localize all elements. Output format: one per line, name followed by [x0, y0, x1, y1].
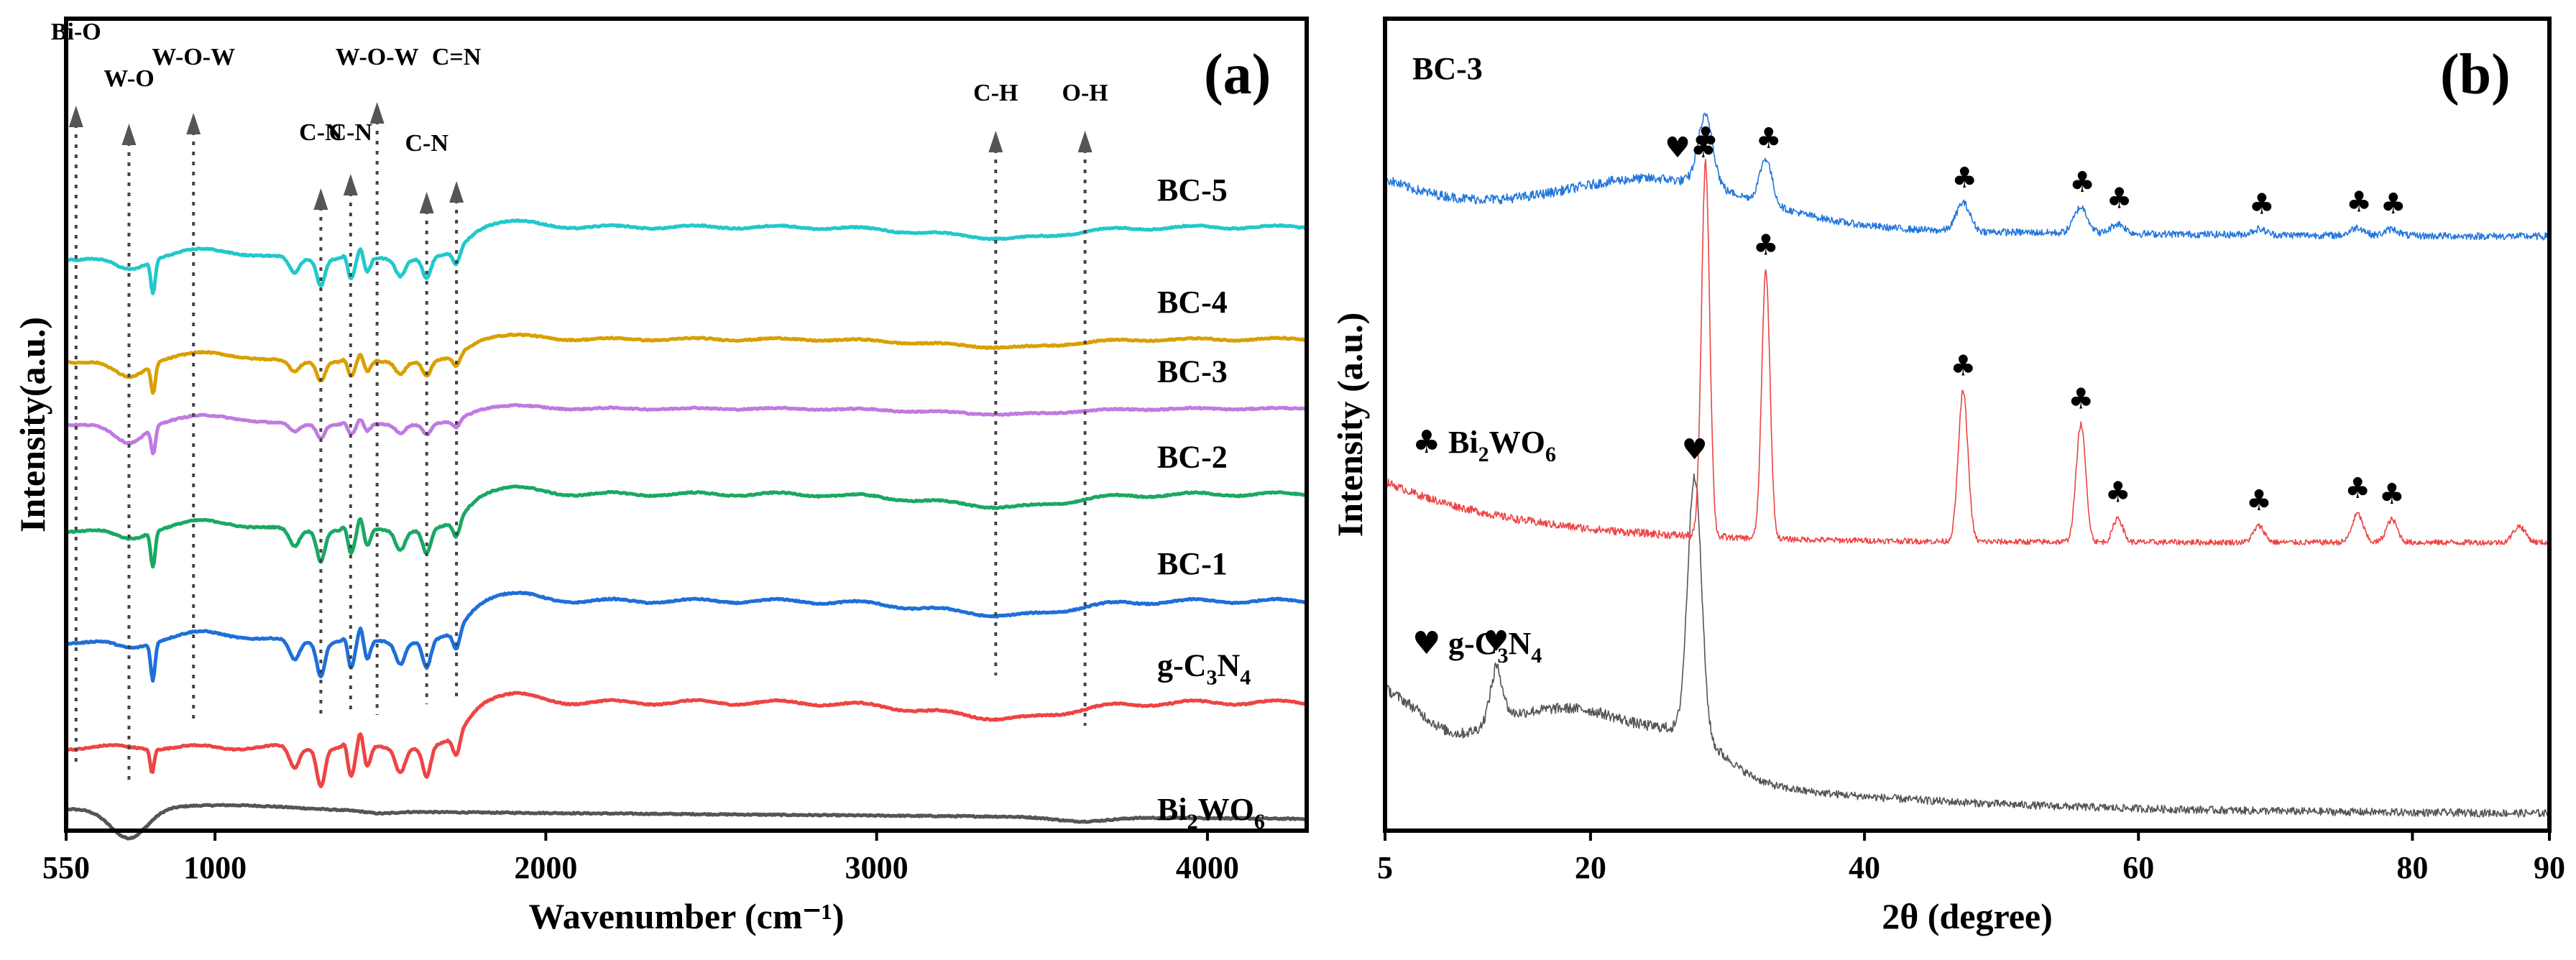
band-label: C-N	[329, 119, 373, 146]
ftir-label-BC-4: BC-4	[1157, 285, 1228, 320]
club-icon: ♣	[1412, 424, 1440, 461]
club-icon: ♥♣	[1665, 131, 1716, 165]
ftir-x-axis-label: Wavenumber (cm⁻¹)	[528, 896, 844, 936]
club-icon: ♣	[1951, 162, 1977, 195]
band-arrow-icon	[186, 113, 201, 134]
heart-icon: ♥	[1483, 625, 1509, 658]
ftir-x-tick-label: 2000	[514, 850, 577, 885]
xrd-x-axis-label: 2θ (degree)	[1882, 896, 2053, 936]
ftir-series-BC-4	[64, 332, 1309, 395]
band-label: W-O-W	[336, 44, 419, 70]
ftir-x-tick-label: 1000	[183, 850, 247, 885]
club-icon: ♣	[2246, 484, 2272, 517]
xrd-x-tick-label: 20	[1575, 850, 1606, 885]
band-arrow-icon	[313, 188, 328, 210]
ftir-label-BC-5: BC-5	[1157, 172, 1228, 208]
club-icon: ♣	[1693, 121, 1719, 154]
band-arrow-icon	[1077, 131, 1092, 152]
club-icon: ♣	[1950, 350, 1976, 383]
xrd-series-g-C3N4	[1384, 473, 2550, 818]
xrd-plot-frame	[1383, 17, 2552, 833]
xrd-x-tick-label: 80	[2396, 850, 2428, 885]
ftir-series-BC-5	[64, 218, 1309, 295]
xrd-x-tick-label: 60	[2122, 850, 2154, 885]
ftir-series-labels: Bi2WO6 g-C3N4 BC-1 BC-2 BC-3 BC-4 BC-5	[1157, 172, 1265, 834]
ftir-label-Bi2WO6: Bi2WO6	[1157, 792, 1265, 834]
xrd-x-tick-label: 5	[1377, 850, 1393, 885]
band-label: C-N	[405, 130, 448, 157]
xrd-series-BC-3	[1384, 112, 2550, 241]
band-label: O-H	[1062, 80, 1108, 106]
band-arrow-icon	[68, 106, 83, 127]
ftir-series-group	[64, 218, 1309, 841]
panel-a-label: (a)	[1204, 43, 1271, 106]
club-icon: ♣	[2346, 186, 2372, 219]
club-icon: ♣	[2105, 476, 2131, 509]
ftir-series-BC-1	[64, 591, 1309, 683]
ftir-label-BC-2: BC-2	[1157, 439, 1228, 474]
xrd-legend-gc3n4: ♥ g-C3N4	[1412, 625, 1542, 668]
ftir-x-ticks: 550 1000 2000 3000 4000	[42, 831, 1239, 885]
band-label: W-O-W	[152, 44, 235, 70]
band-arrow-icon	[449, 181, 464, 203]
club-icon: ♣	[2068, 382, 2094, 415]
ftir-label-BC-1: BC-1	[1157, 546, 1228, 581]
band-label: C-H	[973, 80, 1018, 106]
club-icon: ♣	[2380, 188, 2406, 221]
xrd-legend-bi2wo6: ♣ Bi2WO6	[1412, 424, 1556, 466]
band-arrow-icon	[121, 124, 137, 145]
ftir-panel: Bi-OW-OW-O-WC-NC-NW-O-WC-NC=NC-H O-H Bi2W…	[12, 17, 1309, 936]
ftir-x-tick-label: 3000	[845, 850, 908, 885]
band-label: W-O	[104, 65, 155, 92]
ftir-label-BC-3: BC-3	[1157, 354, 1228, 389]
club-icon: ♣	[1756, 122, 1782, 155]
xrd-panel: ♥♣ ♣♣ ♣ ♣ ♣ ♣ ♣♣♣♣♣♣ ♣ ♣ ♣♥♥ 5 20 40 60 80 90 (b) BC-3…	[1330, 17, 2565, 936]
xrd-series-Bi2WO6	[1384, 158, 2550, 546]
xrd-x-tick-label: 40	[1849, 850, 1880, 885]
ftir-y-axis-label: Intensity(a.u.)	[12, 317, 52, 532]
xrd-x-ticks: 5 20 40 60 80 90	[1377, 831, 2565, 885]
legend-gc3n4-text: g-C3N4	[1448, 626, 1542, 668]
club-icon: ♣	[2069, 166, 2095, 199]
panel-b-label: (b)	[2440, 43, 2511, 106]
band-label: Bi-O	[51, 19, 101, 45]
xrd-series-group	[1384, 112, 2550, 818]
heart-icon: ♥	[1682, 433, 1708, 466]
ftir-label-g-C3N4: g-C3N4	[1157, 647, 1251, 689]
ftir-x-tick-label: 550	[42, 850, 90, 885]
club-icon: ♣	[1753, 229, 1779, 262]
ftir-band-guides: Bi-OW-OW-O-WC-NC-NW-O-WC-NC=NC-H O-H	[51, 19, 1108, 780]
ftir-series-Bi2WO6	[64, 803, 1309, 841]
ftir-x-tick-label: 4000	[1176, 850, 1239, 885]
club-icon: ♣	[2249, 188, 2275, 221]
xrd-x-tick-label: 90	[2534, 850, 2565, 885]
xrd-peak-symbols: ♥♣ ♣♣ ♣ ♣ ♣ ♣ ♣♣♣♣♣♣ ♣ ♣ ♣♥♥	[1483, 121, 2406, 658]
ftir-series-BC-2	[64, 484, 1309, 569]
club-icon: ♣	[2345, 472, 2370, 505]
band-arrow-icon	[419, 192, 434, 213]
club-icon: ♣	[2107, 183, 2133, 216]
ftir-series-g-C3N4	[64, 691, 1309, 788]
band-arrow-icon	[988, 131, 1003, 152]
xrd-y-axis-label: Intensity (a.u.)	[1330, 313, 1370, 537]
legend-bi2wo6-text: Bi2WO6	[1448, 425, 1556, 466]
xrd-bc3-label: BC-3	[1412, 51, 1483, 86]
ftir-plot-frame	[64, 17, 1309, 833]
band-arrow-icon	[343, 174, 358, 195]
ftir-series-BC-3	[64, 402, 1309, 456]
club-icon: ♣	[2379, 478, 2405, 511]
band-label: C=N	[432, 44, 482, 70]
band-label: C-N	[299, 119, 343, 146]
heart-icon: ♥	[1412, 625, 1440, 662]
band-arrow-icon	[369, 102, 385, 124]
